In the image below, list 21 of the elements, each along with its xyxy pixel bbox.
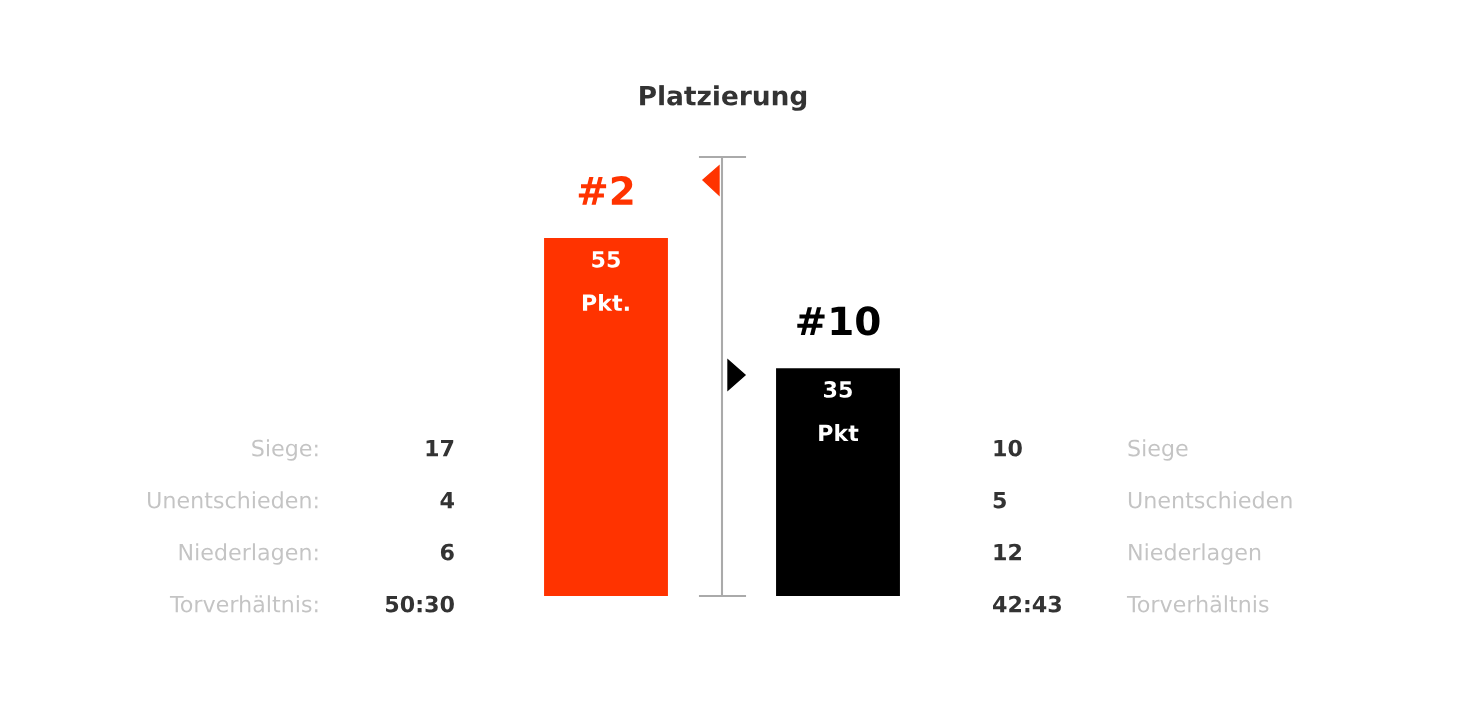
text: Siege:	[252, 439, 318, 461]
annotation: #10	[797, 306, 880, 336]
text: Unentschieden	[1128, 491, 1292, 509]
text: Siege	[1128, 439, 1188, 461]
chart-title: Platzierung	[640, 85, 807, 111]
text: Niederlagen:	[179, 543, 318, 565]
text: 50:30	[385, 595, 454, 613]
text: Torverhältnis	[1126, 595, 1269, 613]
text: Niederlagen	[1129, 543, 1261, 565]
text: #2	[578, 175, 633, 205]
data-label: 55 Pkt.	[582, 251, 629, 311]
data-label: 35 Pkt	[819, 381, 859, 442]
text: 6	[440, 543, 454, 561]
text: Torverhältnis:	[169, 595, 318, 613]
text: 10	[994, 439, 1022, 457]
text: 42:43	[993, 595, 1061, 613]
text: 17	[426, 439, 454, 457]
text: 5	[993, 491, 1006, 509]
text: 4	[440, 491, 454, 509]
text: Unentschieden:	[148, 491, 318, 509]
text: 12	[994, 543, 1021, 561]
